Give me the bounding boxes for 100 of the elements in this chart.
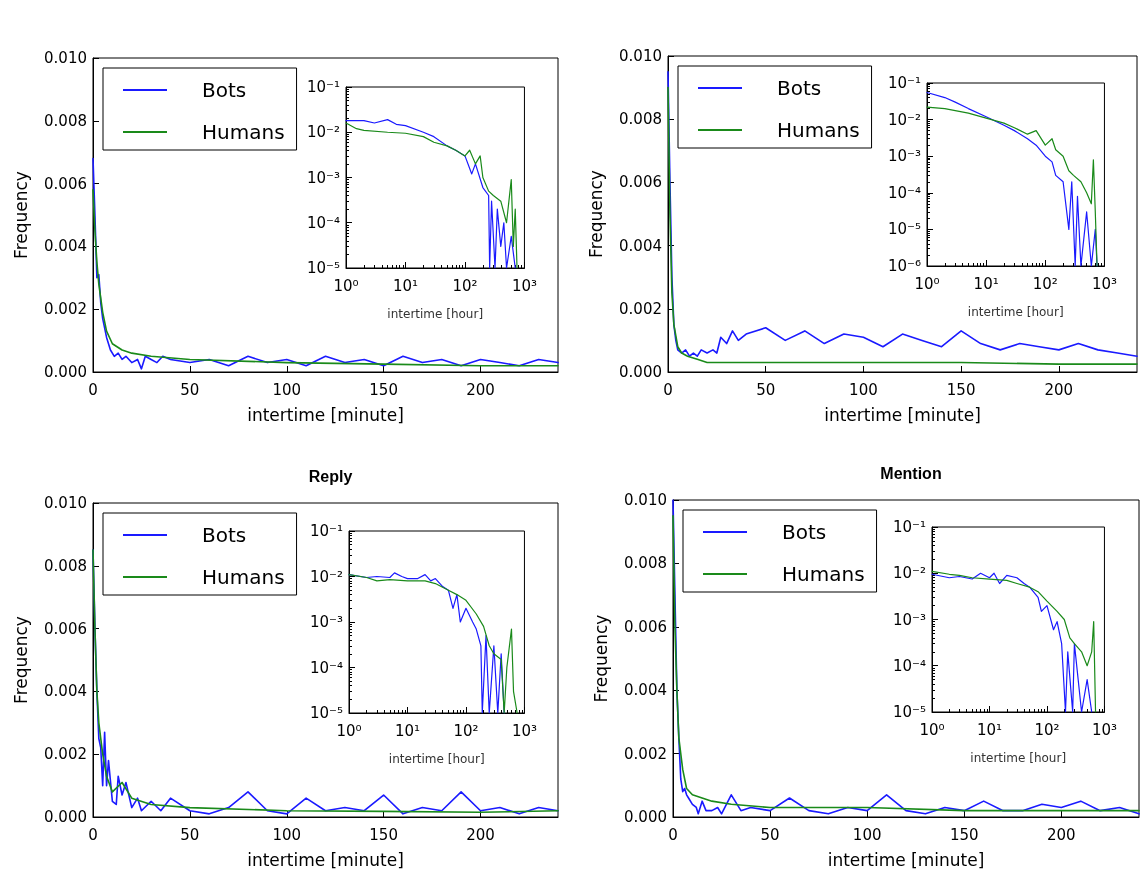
- legend-label: Bots: [782, 520, 827, 544]
- x-tick-label: 10⁰: [333, 276, 359, 295]
- y-tick-label: 0.004: [619, 236, 662, 255]
- x-axis-title: intertime [hour]: [967, 305, 1064, 319]
- x-tick-label: 10²: [452, 276, 478, 295]
- x-tick-label: 10³: [511, 276, 537, 295]
- y-tick-label: 0.004: [44, 237, 87, 256]
- y-tick-label: 0.006: [44, 174, 87, 193]
- y-tick-label: 0.008: [619, 110, 662, 129]
- legend-label: Bots: [202, 523, 247, 547]
- y-tick-label: 10⁻¹: [887, 74, 921, 92]
- legend-label: Bots: [202, 78, 247, 102]
- x-tick-label: 0: [668, 825, 678, 844]
- y-tick-label: 10⁻²: [892, 564, 926, 583]
- x-tick-label: 10¹: [973, 274, 999, 293]
- x-axis-title: intertime [minute]: [827, 849, 985, 870]
- y-tick-label: 10⁻³: [887, 147, 921, 166]
- y-tick-label: 0.006: [619, 173, 662, 192]
- x-tick-label: 10⁰: [336, 721, 362, 740]
- legend-label: Humans: [782, 562, 865, 586]
- y-tick-label: 10⁻⁵: [309, 704, 343, 722]
- y-tick-label: 10⁻³: [309, 613, 343, 631]
- y-tick-label: 0.002: [44, 745, 87, 764]
- x-tick-label: 0: [88, 825, 98, 844]
- x-tick-label: 50: [760, 825, 780, 844]
- line-series: [92, 189, 559, 367]
- x-tick-label: 10¹: [394, 721, 421, 740]
- x-axis-title: intertime [hour]: [387, 307, 484, 321]
- x-tick-label: 0: [663, 380, 673, 399]
- y-tick-label: 0.010: [619, 47, 662, 65]
- x-tick-label: 0: [88, 380, 98, 399]
- x-tick-label: 10¹: [976, 720, 1003, 739]
- y-tick-label: 10⁻⁴: [887, 183, 921, 202]
- x-tick-label: 10⁰: [919, 720, 945, 739]
- y-tick-label: 0.000: [619, 363, 662, 381]
- x-tick-label: 100: [852, 825, 882, 844]
- chart-title: Reply: [308, 467, 353, 485]
- x-axis-title: intertime [hour]: [388, 752, 485, 766]
- x-tick-label: 10²: [1032, 274, 1058, 293]
- y-tick-label: 10⁻²: [309, 567, 343, 586]
- y-tick-label: 0.008: [44, 556, 87, 575]
- legend-label: Humans: [202, 565, 285, 589]
- y-tick-label: 10⁻⁵: [306, 259, 340, 277]
- y-tick-label: 10⁻²: [306, 123, 340, 142]
- chart-title: Mention: [880, 464, 942, 482]
- x-axis-title: intertime [minute]: [247, 849, 404, 870]
- y-tick-label: 0.010: [44, 49, 87, 67]
- x-axis-title: intertime [minute]: [824, 404, 981, 425]
- x-tick-label: 200: [466, 380, 495, 399]
- x-tick-label: 150: [949, 825, 979, 844]
- x-tick-label: 50: [180, 380, 200, 399]
- y-tick-label: 10⁻⁴: [306, 213, 340, 232]
- x-tick-label: 150: [946, 380, 976, 399]
- x-tick-label: 150: [369, 825, 398, 844]
- x-tick-label: 200: [1047, 825, 1076, 844]
- y-tick-label: 0.000: [44, 808, 87, 826]
- y-tick-label: 10⁻²: [887, 110, 921, 129]
- y-tick-label: 0.000: [624, 808, 667, 826]
- legend-label: Humans: [777, 118, 860, 142]
- x-axis-title: intertime [hour]: [970, 751, 1067, 765]
- x-axis-title: intertime [minute]: [247, 404, 404, 425]
- x-tick-label: 10³: [1091, 720, 1117, 739]
- y-tick-label: 0.010: [44, 494, 87, 512]
- y-tick-label: 10⁻⁵: [887, 220, 921, 239]
- x-tick-label: 10²: [453, 721, 479, 740]
- y-tick-label: 0.000: [44, 363, 87, 381]
- y-tick-label: 10⁻¹: [306, 78, 340, 96]
- y-tick-label: 0.004: [624, 681, 667, 700]
- y-tick-label: 10⁻⁵: [892, 703, 926, 721]
- x-tick-label: 10³: [511, 721, 537, 740]
- y-tick-label: 10⁻³: [306, 168, 340, 187]
- x-tick-label: 50: [756, 380, 776, 399]
- x-tick-label: 50: [180, 825, 200, 844]
- y-tick-label: 0.002: [619, 299, 662, 318]
- y-tick-label: 0.004: [44, 682, 87, 701]
- x-tick-label: 10¹: [392, 276, 419, 295]
- y-tick-label: 0.006: [624, 617, 667, 636]
- y-tick-label: 10⁻⁴: [309, 658, 343, 677]
- x-tick-label: 200: [466, 825, 495, 844]
- legend-label: Humans: [202, 120, 285, 144]
- y-tick-label: 10⁻⁴: [892, 656, 926, 675]
- y-tick-label: 0.006: [44, 619, 87, 638]
- y-tick-label: 10⁻³: [892, 610, 926, 629]
- x-tick-label: 10²: [1034, 720, 1060, 739]
- y-tick-label: 10⁻⁶: [887, 257, 921, 275]
- y-tick-label: 10⁻¹: [892, 518, 926, 536]
- y-axis-title: Frequency: [590, 614, 611, 703]
- y-tick-label: 0.008: [44, 111, 87, 130]
- x-tick-label: 150: [369, 380, 398, 399]
- legend-label: Bots: [777, 76, 822, 100]
- x-tick-label: 100: [272, 825, 302, 844]
- y-tick-label: 0.002: [44, 300, 87, 319]
- x-tick-label: 100: [272, 380, 302, 399]
- y-axis-title: Frequency: [10, 616, 31, 704]
- y-tick-label: 0.010: [624, 491, 667, 509]
- y-tick-label: 0.002: [624, 744, 667, 763]
- y-tick-label: 10⁻¹: [309, 522, 343, 540]
- x-tick-label: 10³: [1091, 274, 1117, 293]
- y-tick-label: 0.008: [624, 554, 667, 573]
- y-axis-title: Frequency: [585, 170, 606, 258]
